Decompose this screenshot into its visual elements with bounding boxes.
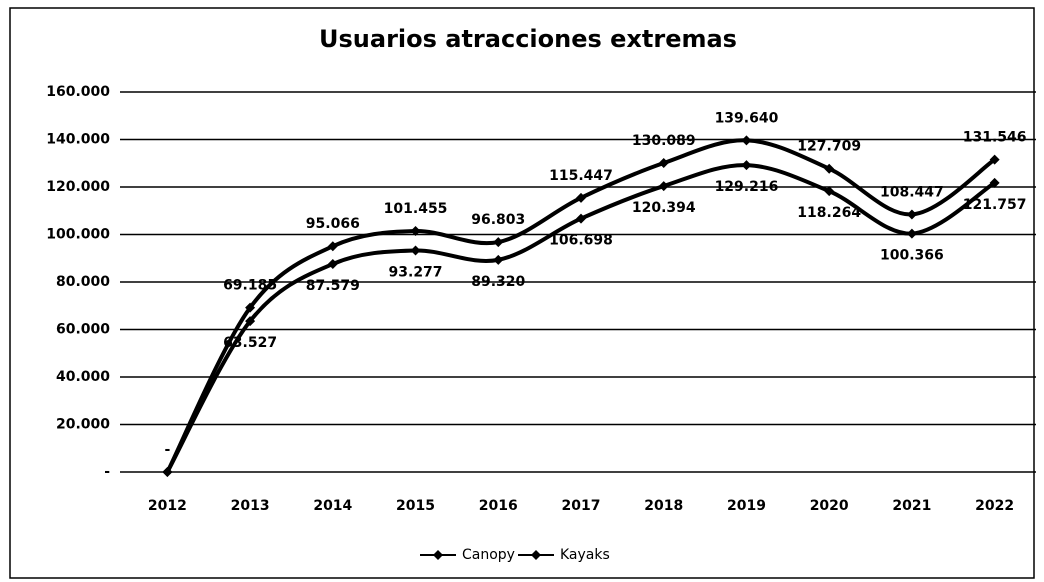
data-label: 63.527 [223, 335, 277, 351]
data-marker [906, 228, 917, 239]
data-label: 101.455 [384, 201, 448, 217]
data-marker [410, 226, 421, 237]
data-label: 93.277 [389, 264, 443, 280]
series-line [165, 138, 996, 473]
data-marker [989, 177, 1000, 188]
x-tick-label: 2021 [892, 498, 931, 514]
data-marker [658, 181, 669, 192]
data-marker [493, 237, 504, 248]
data-marker [576, 192, 586, 203]
data-marker [493, 254, 504, 265]
data-label: 127.709 [797, 139, 861, 155]
x-tick-label: 2020 [810, 498, 849, 514]
y-tick-label: 40.000 [56, 369, 110, 385]
x-tick-label: 2017 [562, 498, 601, 514]
y-tick-label: 140.000 [46, 132, 110, 148]
chart-title: Usuarios atracciones extremas [319, 25, 737, 53]
data-label: 115.447 [549, 168, 613, 184]
data-label: 139.640 [715, 110, 779, 126]
x-tick-label: 2022 [975, 498, 1014, 514]
data-marker [245, 316, 256, 327]
data-label: 95.066 [306, 216, 360, 232]
x-tick-label: 2013 [231, 498, 270, 514]
legend-label: Kayaks [560, 547, 610, 563]
data-marker [327, 258, 338, 269]
data-label: 69.185 [223, 278, 277, 294]
series-line [165, 163, 996, 473]
data-label: 106.698 [549, 233, 613, 249]
legend-marker [531, 550, 541, 560]
data-marker [410, 245, 421, 256]
data-marker [576, 213, 586, 224]
data-marker [162, 467, 173, 477]
y-tick-label: - [104, 464, 110, 480]
data-label: - [164, 442, 170, 458]
chart-border [9, 7, 1035, 579]
data-marker [741, 135, 752, 146]
y-tick-label: 60.000 [56, 322, 110, 338]
x-tick-label: 2012 [148, 498, 187, 514]
data-marker [824, 186, 835, 197]
data-marker [989, 154, 1000, 165]
data-label: 130.089 [632, 133, 696, 149]
data-marker [741, 160, 752, 171]
y-tick-label: 160.000 [46, 84, 110, 100]
data-label: 131.546 [963, 130, 1027, 146]
x-tick-label: 2018 [644, 498, 683, 514]
data-marker [658, 158, 669, 169]
data-label: 120.394 [632, 200, 696, 216]
data-marker [327, 241, 338, 252]
legend-marker [433, 550, 443, 560]
y-tick-label: 100.000 [46, 227, 110, 243]
data-label: 118.264 [797, 205, 861, 221]
x-tick-label: 2019 [727, 498, 766, 514]
data-marker [245, 302, 256, 313]
data-marker [906, 209, 917, 220]
y-tick-label: 120.000 [46, 179, 110, 195]
data-label: 108.447 [880, 184, 944, 200]
data-label: 89.320 [471, 274, 525, 290]
data-label: 100.366 [880, 248, 944, 264]
data-label: 87.579 [306, 278, 360, 294]
x-tick-label: 2014 [313, 498, 352, 514]
data-marker [824, 163, 835, 174]
legend-label: Canopy [462, 547, 515, 563]
y-tick-label: 20.000 [56, 417, 110, 433]
x-tick-label: 2015 [396, 498, 435, 514]
x-tick-label: 2016 [479, 498, 518, 514]
y-tick-label: 80.000 [56, 274, 110, 290]
data-label: 96.803 [471, 212, 525, 228]
data-label: 129.216 [715, 179, 779, 195]
data-label: 121.757 [963, 197, 1027, 213]
